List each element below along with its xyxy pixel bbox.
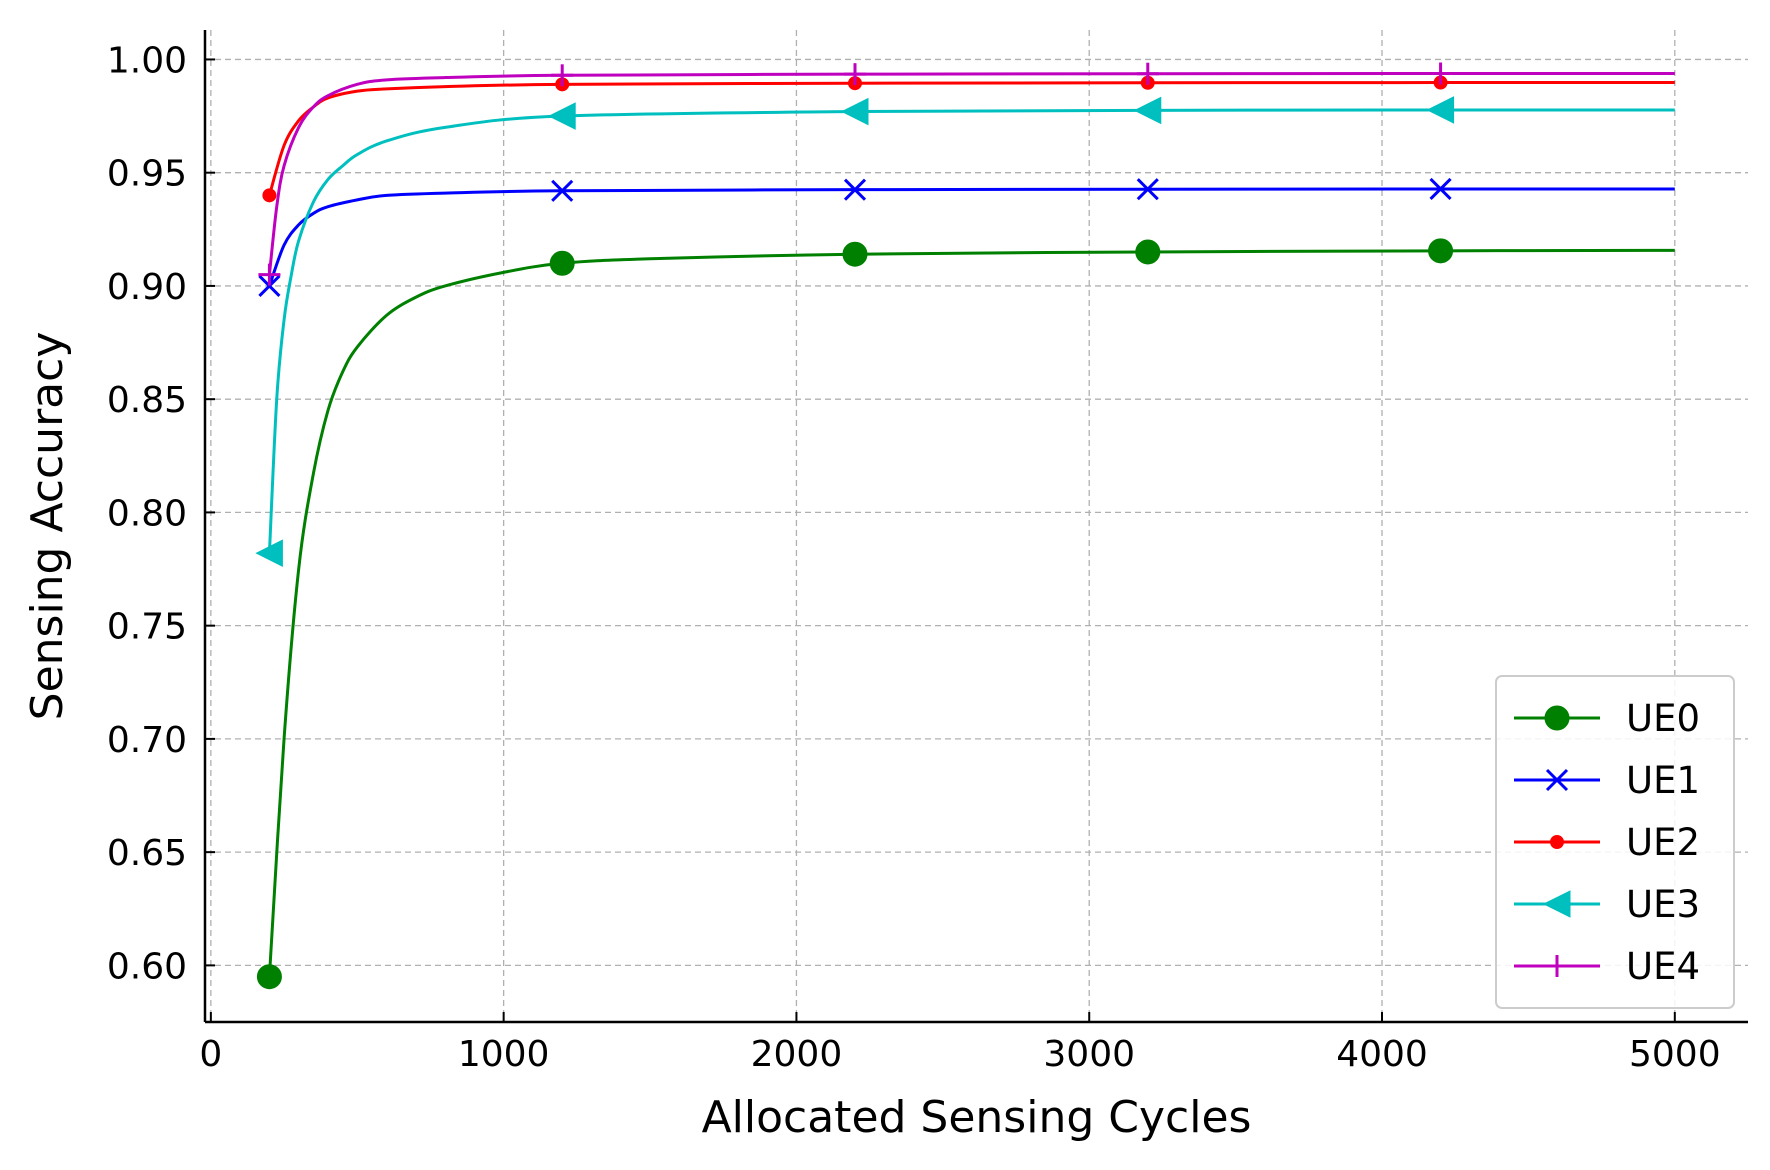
- series-line-ue1: [267, 187, 1675, 287]
- data-point-ue1: [258, 274, 281, 297]
- x-stroke: [551, 179, 574, 202]
- x-tick-label: 1000: [458, 1034, 550, 1075]
- data-point-ue4: [1429, 62, 1452, 85]
- series-markers: [255, 62, 1455, 990]
- data-point-ue3: [840, 97, 869, 126]
- y-tick-label: 0.80: [107, 493, 187, 534]
- legend-marker: [1542, 890, 1571, 918]
- legend: UE0 UE1 UE2 UE3 UE4: [1495, 675, 1735, 1009]
- data-point-ue1: [843, 178, 867, 201]
- legend-label: UE2: [1626, 821, 1700, 864]
- x-tick-label: 2000: [751, 1034, 843, 1075]
- y-tick-label: 0.70: [107, 720, 187, 761]
- data-point-ue0: [842, 241, 868, 267]
- data-point-ue0: [256, 964, 282, 990]
- data-point-ue4: [843, 63, 866, 86]
- series-line-ue2: [267, 81, 1675, 196]
- data-point-ue0: [549, 250, 575, 276]
- data-point-ue1: [1429, 177, 1452, 201]
- y-tick-label: 0.90: [107, 267, 187, 308]
- x-tick-label: 3000: [1043, 1034, 1135, 1075]
- data-point-ue3: [1133, 96, 1162, 125]
- legend-label: UE0: [1626, 697, 1700, 740]
- data-point-ue0: [1428, 238, 1454, 264]
- series-line-ue4: [267, 71, 1675, 275]
- data-point-ue3: [548, 102, 576, 130]
- legend-box: [1495, 675, 1735, 1009]
- data-point-ue4: [551, 64, 574, 87]
- y-tick-label: 0.65: [107, 833, 187, 874]
- data-point-ue3: [1426, 96, 1455, 124]
- y-axis-label: Sensing Accuracy: [22, 332, 73, 721]
- legend-marker: [1550, 835, 1564, 849]
- series-lines: [267, 71, 1675, 977]
- y-tick-label: 0.85: [107, 380, 187, 421]
- x-stroke: [1545, 768, 1569, 792]
- data-point-ue3: [255, 539, 283, 567]
- x-tick-label: 5000: [1629, 1034, 1721, 1075]
- x-stroke: [258, 274, 281, 297]
- legend-label: UE1: [1626, 759, 1700, 802]
- data-point-ue4: [1136, 62, 1159, 85]
- legend-marker: [1546, 955, 1568, 977]
- data-point-ue2: [262, 188, 277, 203]
- data-point-ue1: [1136, 178, 1159, 201]
- y-tick-label: 0.75: [107, 607, 187, 648]
- x-tick-label: 4000: [1336, 1034, 1428, 1075]
- data-point-ue4: [258, 263, 281, 286]
- y-tick-label: 0.60: [107, 946, 187, 987]
- legend-marker: [1545, 768, 1569, 792]
- tick-labels: 0 1000 2000 3000 4000 5000 0.60 0.65 0.70 0.75 0.8…: [107, 40, 1721, 1075]
- series-line-ue0: [267, 248, 1675, 977]
- x-stroke: [1136, 178, 1159, 201]
- x-stroke: [1429, 177, 1452, 201]
- data-point-ue1: [551, 179, 574, 202]
- data-point-ue0: [1135, 239, 1161, 265]
- x-stroke: [843, 178, 867, 201]
- x-axis-label: Allocated Sensing Cycles: [702, 1092, 1252, 1143]
- legend-label: UE4: [1626, 945, 1700, 988]
- legend-marker: [1544, 705, 1570, 731]
- x-tick-label: 0: [199, 1034, 222, 1075]
- grid: [205, 30, 1748, 1022]
- series-line-ue3: [267, 108, 1675, 554]
- y-tick-label: 0.95: [107, 154, 187, 195]
- axes: [203, 30, 1748, 1024]
- y-tick-label: 1.00: [107, 40, 187, 81]
- legend-label: UE3: [1626, 883, 1700, 926]
